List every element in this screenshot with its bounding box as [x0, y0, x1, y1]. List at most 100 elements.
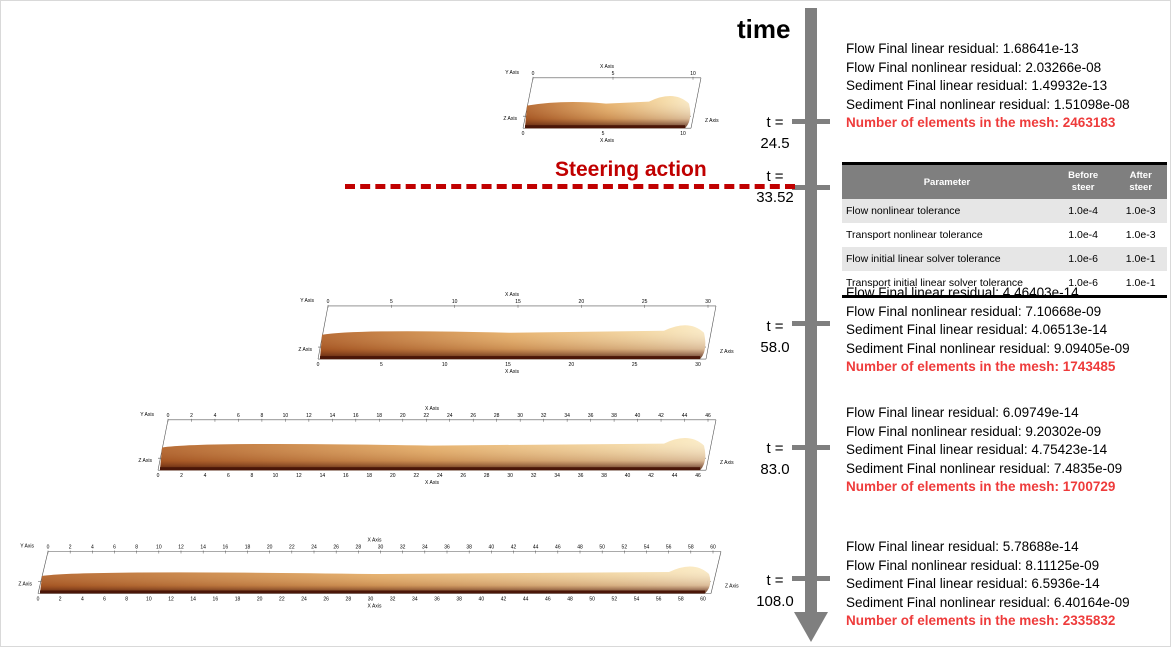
flume-tick-label: 0 [167, 413, 170, 419]
flume-tick-label: 42 [648, 473, 654, 479]
flume-svg: 0 0 5 5 10 10 15 15 20 20 25 25 30 30 X Axis X Axis Y Ax… [298, 292, 734, 375]
deposit-layer [525, 125, 685, 129]
flow-nonlinear-residual: Flow Final nonlinear residual: 8.11125e-… [846, 557, 1100, 573]
flume-tick-label: 32 [390, 597, 396, 603]
residual-block: Flow Final linear residual: 6.09749e-14 … [846, 404, 1122, 497]
flume-z-axis-label: Z Axis [725, 584, 739, 590]
flume-tick-label: 58 [688, 545, 694, 551]
flume-y-axis-label: Y Axis [505, 70, 519, 76]
flume-tick-label: 25 [642, 299, 648, 305]
sediment-nonlinear-residual: Sediment Final nonlinear residual: 9.094… [846, 340, 1130, 356]
flume-render-t58: 0 0 5 5 10 10 15 15 20 20 25 25 30 30 X Axis X Axis Y Ax… [298, 285, 734, 380]
deposit-layer [320, 356, 700, 360]
flume-tick-label: 14 [190, 597, 196, 603]
flume-tick-label: 26 [333, 545, 339, 551]
flume-tick-label: 36 [444, 545, 450, 551]
flume-tick-label: 54 [644, 545, 650, 551]
timestep-prefix: t = [766, 440, 784, 457]
flume-tick-label: 24 [437, 473, 443, 479]
flume-tick-label: 0 [327, 299, 330, 305]
mesh-element-count: Number of elements in the mesh: 1743485 [846, 359, 1116, 375]
parameter-name: Transport initial linear solver toleranc… [842, 271, 1052, 298]
flume-tick-label: 46 [555, 545, 561, 551]
flume-tick-label: 10 [680, 131, 686, 137]
flume-tick-label: 32 [531, 473, 537, 479]
flume-tick-label: 0 [532, 71, 535, 77]
flume-z-axis-label: Z Axis [138, 458, 152, 464]
time-tick [792, 321, 830, 326]
flow-nonlinear-residual: Flow Final nonlinear residual: 9.20302e-… [846, 423, 1102, 439]
flume-tick-label: 20 [579, 299, 585, 305]
deposit-layer [160, 467, 700, 471]
flume-tick-label: 48 [577, 545, 583, 551]
flume-y-axis-label: Y Axis [20, 544, 34, 550]
flume-tick-label: 22 [289, 545, 295, 551]
flume-tick-label: 40 [479, 597, 485, 603]
flume-tick-label: 36 [588, 413, 594, 419]
flume-tick-label: 6 [227, 473, 230, 479]
flume-tick-label: 46 [545, 597, 551, 603]
flume-tick-label: 10 [690, 71, 696, 77]
flume-tick-label: 40 [489, 545, 495, 551]
mesh-element-count: Number of elements in the mesh: 1700729 [846, 479, 1116, 495]
flume-tick-label: 10 [442, 362, 448, 368]
time-tick [792, 445, 830, 450]
flume-tick-label: 52 [622, 545, 628, 551]
table-row: Transport nonlinear tolerance 1.0e-4 1.0… [842, 223, 1167, 247]
timestep-prefix: t = [766, 168, 784, 185]
flume-tick-label: 30 [705, 299, 711, 305]
flume-y-axis-label: Y Axis [140, 412, 154, 418]
column-header-before: Before steer [1051, 162, 1115, 199]
parameter-name: Flow nonlinear tolerance [842, 199, 1052, 223]
column-header-after: After steer [1114, 162, 1167, 199]
flume-tick-label: 20 [257, 597, 263, 603]
flume-svg: 0022446688101012121414161618182020222224… [18, 538, 739, 610]
flume-x-axis-label: X Axis [368, 604, 382, 610]
time-axis [805, 8, 817, 620]
flume-tick-label: 42 [501, 597, 507, 603]
flow-linear-residual: Flow Final linear residual: 6.09749e-14 [846, 405, 1079, 420]
flume-tick-label: 46 [705, 413, 711, 419]
flume-tick-label: 8 [135, 545, 138, 551]
flume-tick-label: 26 [460, 473, 466, 479]
flume-tick-label: 54 [634, 597, 640, 603]
flume-tick-label: 8 [261, 413, 264, 419]
flume-tick-label: 28 [484, 473, 490, 479]
flume-tick-label: 30 [695, 362, 701, 368]
flume-tick-label: 0 [47, 545, 50, 551]
after-value: 1.0e-3 [1114, 199, 1167, 223]
timestep-value: 83.0 [760, 461, 790, 478]
residual-block: Flow Final linear residual: 1.68641e-13 … [846, 40, 1130, 133]
flume-z-axis-label: Z Axis [720, 460, 734, 466]
flume-tick-label: 2 [190, 413, 193, 419]
flume-tick-label: 4 [204, 473, 207, 479]
timestep-prefix: t = [766, 572, 784, 589]
flume-tick-label: 18 [235, 597, 241, 603]
flume-tick-label: 15 [515, 299, 521, 305]
flume-tick-label: 14 [200, 545, 206, 551]
residual-block: Flow Final linear residual: 5.78688e-14 … [846, 538, 1130, 631]
after-value: 1.0e-3 [1125, 229, 1156, 241]
flume-tick-label: 2 [180, 473, 183, 479]
flume-svg: 0022446688101012121414161618182020222224… [138, 406, 734, 486]
flume-z-axis-label: Z Axis [705, 118, 719, 124]
flume-tick-label: 58 [678, 597, 684, 603]
flume-tick-label: 10 [283, 413, 289, 419]
flume-tick-label: 8 [125, 597, 128, 603]
flume-tick-label: 44 [682, 413, 688, 419]
before-value: 1.0e-6 [1051, 247, 1115, 271]
time-tick [792, 576, 830, 581]
flume-tick-label: 48 [567, 597, 573, 603]
flume-tick-label: 38 [456, 597, 462, 603]
flume-render-t24: 0 0 5 5 10 10 X Axis X Axis Y Axis Z Axis Z Axis [503, 58, 719, 148]
flume-svg: 0 0 5 5 10 10 X Axis X Axis Y Axis Z Axis Z Axis [503, 64, 719, 144]
flume-x-axis-label: X Axis [425, 480, 439, 486]
flow-nonlinear-residual: Flow Final nonlinear residual: 2.03266e-… [846, 59, 1102, 75]
flume-tick-label: 18 [377, 413, 383, 419]
flume-tick-label: 56 [666, 545, 672, 551]
table-row: Flow nonlinear tolerance 1.0e-4 1.0e-3 [842, 199, 1167, 223]
flume-z-axis-label: Z Axis [720, 349, 734, 355]
flow-nonlinear-residual: Flow Final nonlinear residual: 7.10668e-… [846, 303, 1102, 319]
flow-linear-residual: Flow Final linear residual: 5.78688e-14 [846, 539, 1079, 554]
flume-tick-label: 2 [59, 597, 62, 603]
